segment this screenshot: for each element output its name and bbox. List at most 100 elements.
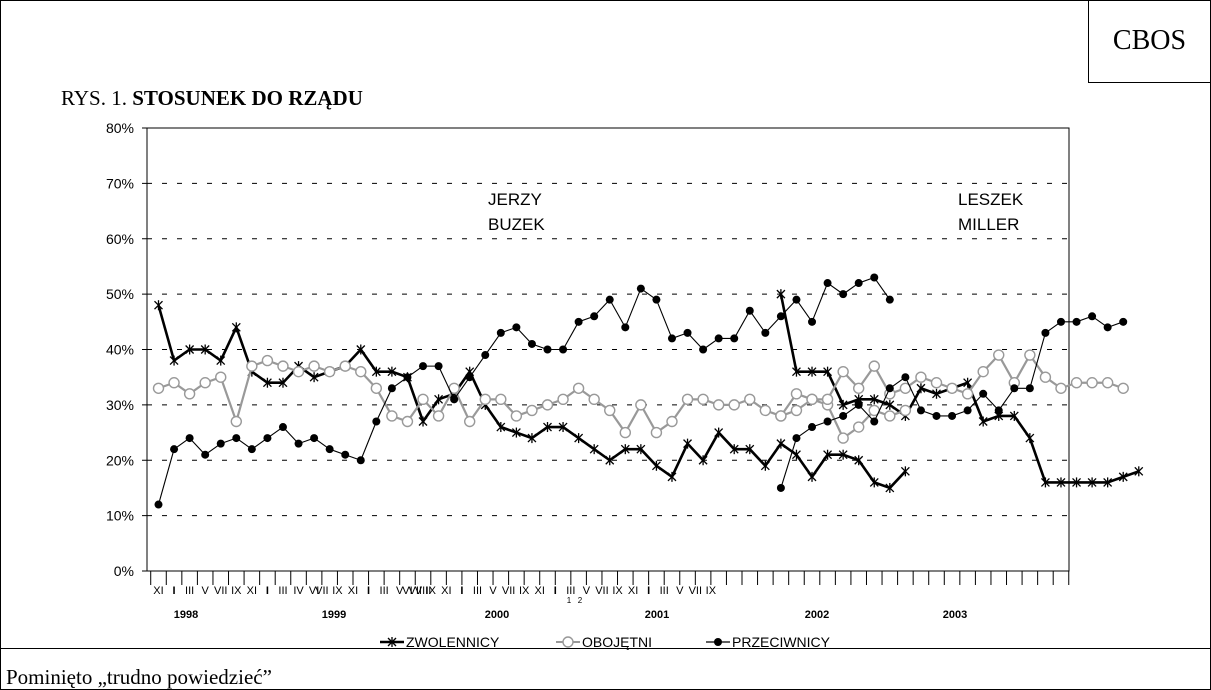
data-point [1087, 477, 1097, 488]
data-point [745, 444, 755, 455]
series-zwolennicy [154, 289, 1144, 493]
x-tick-label: V [489, 585, 497, 597]
data-point [915, 371, 927, 383]
data-point [231, 322, 241, 333]
data-point [1086, 377, 1098, 389]
data-point [479, 393, 491, 406]
x-tick-label: V [202, 585, 210, 597]
data-point [776, 438, 786, 449]
data-point [559, 345, 568, 354]
data-point [294, 439, 303, 448]
series-layer [152, 273, 1144, 509]
data-point [1025, 433, 1035, 444]
data-point [246, 360, 258, 372]
x-tick-label: I [173, 585, 176, 597]
footnote: Pominięto „trudno powiedzieć” [6, 665, 272, 689]
data-point [432, 410, 445, 422]
x-tick-label: III [380, 585, 389, 597]
data-point [790, 388, 803, 400]
data-point [386, 410, 398, 422]
data-point [372, 417, 381, 426]
data-point [963, 406, 972, 415]
data-point [792, 295, 801, 304]
data-point [355, 365, 367, 378]
data-point [261, 354, 274, 367]
data-point [496, 328, 505, 337]
y-tick-label: 10% [106, 508, 134, 524]
data-point [1101, 377, 1114, 389]
x-tick-label: XI [628, 585, 638, 597]
year-label: 2001 [645, 609, 669, 621]
data-point [854, 279, 863, 288]
series-line [157, 276, 891, 505]
data-point [636, 284, 645, 293]
data-point [247, 445, 256, 454]
data-point [325, 445, 334, 454]
year-label: 2003 [943, 609, 967, 621]
x-tick-label: IX [426, 585, 437, 597]
data-point [870, 273, 879, 282]
data-point [465, 373, 474, 382]
data-point [792, 366, 801, 377]
data-point [588, 393, 600, 406]
data-point [776, 289, 786, 300]
brand-label: CBOS [1088, 0, 1210, 83]
x-tick-label: VII [502, 585, 515, 597]
data-point [543, 345, 552, 354]
data-point [419, 362, 428, 371]
x-tick-label: VI [309, 585, 319, 597]
data-point [636, 444, 646, 455]
x-tick-label: VII [595, 585, 608, 597]
annotation-line: BUZEK [488, 215, 545, 234]
data-point [620, 444, 630, 455]
data-point [745, 306, 754, 315]
data-point [496, 422, 506, 433]
x-tick-label: IX [231, 585, 242, 597]
data-point [387, 384, 396, 393]
data-point [1025, 384, 1034, 393]
legend: ZWOLENNICY OBOJĘTNI PRZECIWNICY [380, 634, 831, 650]
data-point [1119, 317, 1128, 326]
data-point [759, 404, 772, 417]
data-point [667, 471, 677, 482]
data-point [916, 383, 926, 394]
data-point [1103, 477, 1113, 488]
data-point [356, 344, 366, 355]
data-point [808, 317, 817, 326]
data-point [776, 483, 785, 492]
annotation-line: MILLER [958, 215, 1019, 234]
data-point [339, 360, 351, 372]
data-point [885, 384, 894, 393]
data-point [170, 445, 179, 454]
data-point [200, 344, 210, 355]
data-point [838, 449, 848, 460]
x-tick-label: I [647, 585, 650, 597]
data-point [697, 393, 709, 406]
data-point [370, 382, 383, 394]
data-point [730, 334, 739, 343]
data-point [869, 477, 879, 488]
data-point [932, 388, 941, 399]
data-point [744, 393, 756, 406]
data-point [714, 427, 724, 438]
data-point [807, 471, 817, 482]
data-point [278, 377, 288, 388]
data-point [418, 416, 428, 427]
data-point [823, 366, 833, 377]
year-label: 1998 [174, 609, 198, 621]
data-point [853, 382, 865, 394]
data-point [1010, 384, 1019, 393]
data-point [823, 417, 832, 426]
data-point [1070, 377, 1083, 389]
x-tick-label: VII [409, 585, 422, 597]
data-point [885, 482, 895, 493]
data-point [870, 417, 879, 426]
y-tick-label: 30% [106, 397, 134, 413]
data-point [1072, 477, 1081, 488]
data-point [683, 438, 692, 449]
data-point [1118, 471, 1128, 482]
data-point [760, 460, 770, 471]
data-point [961, 388, 974, 400]
data-point [216, 439, 225, 448]
annotations: JERZY BUZEK LESZEK MILLER [488, 190, 1024, 234]
